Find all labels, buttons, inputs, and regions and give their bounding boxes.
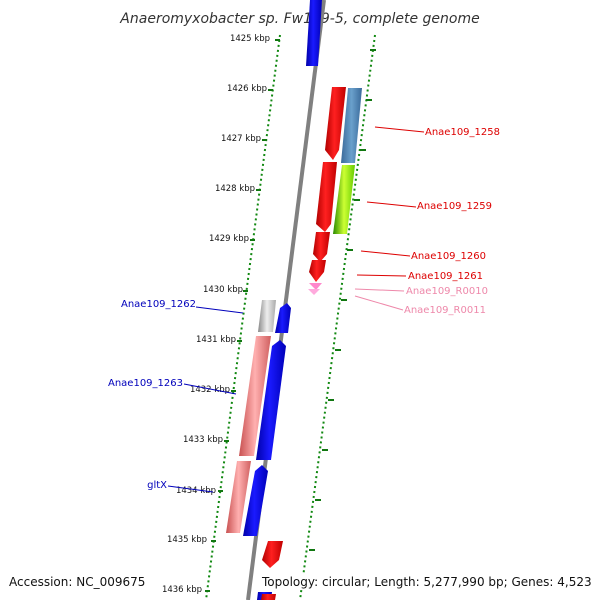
label-anae109-1260[interactable]: Anae109_1260 bbox=[411, 251, 486, 262]
outer-minor-ticks bbox=[309, 49, 376, 551]
gene-anae109-1258[interactable] bbox=[341, 88, 362, 163]
label-anae109-1258[interactable]: Anae109_1258 bbox=[425, 127, 500, 138]
label-anae109-1263[interactable]: Anae109_1263 bbox=[108, 378, 183, 389]
tick-1427: 1427 kbp bbox=[221, 134, 267, 144]
gene-anae109-1261-red[interactable] bbox=[309, 260, 326, 282]
tick-1436: 1436 kbp bbox=[162, 585, 210, 595]
gene-red-bottom[interactable] bbox=[262, 541, 283, 568]
svg-text:1429 kbp: 1429 kbp bbox=[209, 234, 249, 244]
label-gltx[interactable]: gltX bbox=[147, 480, 167, 491]
tick-1426: 1426 kbp bbox=[227, 84, 273, 94]
accession-text: Accession: NC_009675 bbox=[6, 575, 149, 589]
svg-text:1426 kbp: 1426 kbp bbox=[227, 84, 267, 94]
gene-anae109-1259-red[interactable] bbox=[316, 162, 337, 232]
label-anae109-r0011[interactable]: Anae109_R0011 bbox=[404, 305, 486, 316]
tick-1434: 1434 kbp bbox=[176, 486, 223, 496]
gene-anae109-r0011[interactable] bbox=[308, 289, 320, 295]
svg-text:1425 kbp: 1425 kbp bbox=[230, 34, 270, 44]
tick-1431: 1431 kbp bbox=[196, 335, 242, 345]
gene-anae109-1262[interactable] bbox=[258, 300, 276, 332]
tick-1432: 1432 kbp bbox=[190, 385, 236, 395]
svg-text:1436 kbp: 1436 kbp bbox=[162, 585, 202, 595]
gene-anae109-1263[interactable] bbox=[239, 336, 271, 456]
tick-1430: 1430 kbp bbox=[203, 285, 248, 295]
svg-text:1431 kbp: 1431 kbp bbox=[196, 335, 236, 345]
map-title: Anaeromyxobacter sp. Fw109-5, complete g… bbox=[119, 11, 479, 27]
gene-anae109-1263-blue[interactable] bbox=[256, 340, 286, 460]
svg-text:1433 kbp: 1433 kbp bbox=[183, 435, 223, 445]
tick-1429: 1429 kbp bbox=[209, 234, 255, 244]
label-anae109-1262[interactable]: Anae109_1262 bbox=[121, 299, 196, 310]
tick-1425: 1425 kbp bbox=[230, 34, 280, 44]
tick-1433: 1433 kbp bbox=[183, 435, 229, 445]
tick-1435: 1435 kbp bbox=[167, 535, 216, 545]
label-anae109-1261[interactable]: Anae109_1261 bbox=[408, 271, 483, 282]
label-anae109-r0010[interactable]: Anae109_R0010 bbox=[406, 286, 488, 297]
genome-summary-text: Topology: circular; Length: 5,277,990 bp… bbox=[259, 575, 595, 589]
gene-anae109-1258-red[interactable] bbox=[325, 87, 346, 160]
label-anae109-1259[interactable]: Anae109_1259 bbox=[417, 201, 492, 212]
gene-red-bottom-2[interactable] bbox=[261, 594, 276, 600]
gene-gltx-blue[interactable] bbox=[243, 465, 268, 536]
svg-text:1435 kbp: 1435 kbp bbox=[167, 535, 207, 545]
svg-text:1430 kbp: 1430 kbp bbox=[203, 285, 243, 295]
svg-text:1432 kbp: 1432 kbp bbox=[190, 385, 230, 395]
gene-blue-top[interactable] bbox=[306, 0, 322, 66]
gene-gltx[interactable] bbox=[226, 461, 251, 533]
tick-1428: 1428 kbp bbox=[215, 184, 261, 194]
svg-text:1427 kbp: 1427 kbp bbox=[221, 134, 261, 144]
gene-anae109-1260-red[interactable] bbox=[313, 232, 330, 262]
leader-lines bbox=[167, 126, 425, 493]
svg-text:1428 kbp: 1428 kbp bbox=[215, 184, 255, 194]
gene-anae109-r0010[interactable] bbox=[309, 283, 322, 290]
gene-anae109-1259[interactable] bbox=[333, 165, 355, 234]
gene-anae109-1262-blue[interactable] bbox=[275, 303, 291, 333]
svg-text:1434 kbp: 1434 kbp bbox=[176, 486, 216, 496]
